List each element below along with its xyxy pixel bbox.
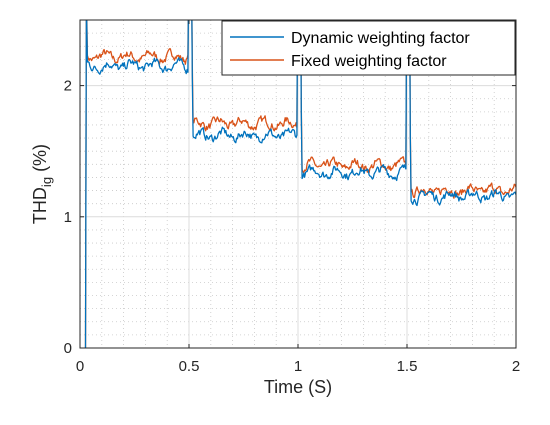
legend-label-dynamic: Dynamic weighting factor [291, 30, 470, 47]
legend-box [221, 20, 516, 76]
y-tick-label: 2 [64, 78, 72, 95]
y-axis-label: THDig (%) [30, 144, 54, 224]
series-layer [84, 20, 516, 348]
x-tick-label: 1.5 [397, 358, 418, 375]
y-tick-label: 1 [64, 209, 72, 226]
series-line-dynamic [84, 20, 516, 348]
y-axis-label-main: THD [30, 187, 50, 224]
y-axis-label-suffix: (%) [30, 144, 50, 177]
x-tick-label: 0.5 [179, 358, 200, 375]
x-tick-label: 2 [512, 358, 520, 375]
y-tick-label: 0 [64, 340, 72, 357]
legend-label-fixed: Fixed weighting factor [291, 53, 447, 70]
legend: Dynamic weighting factor Fixed weighting… [221, 20, 516, 76]
tick-labels: 0 0.5 1 1.5 2 0 1 2 [64, 78, 521, 375]
x-axis-label: Time (S) [264, 377, 332, 397]
minor-grid [80, 20, 516, 348]
x-tick-label: 0 [76, 358, 84, 375]
y-axis-label-sub: ig [39, 177, 54, 187]
x-tick-label: 1 [294, 358, 302, 375]
